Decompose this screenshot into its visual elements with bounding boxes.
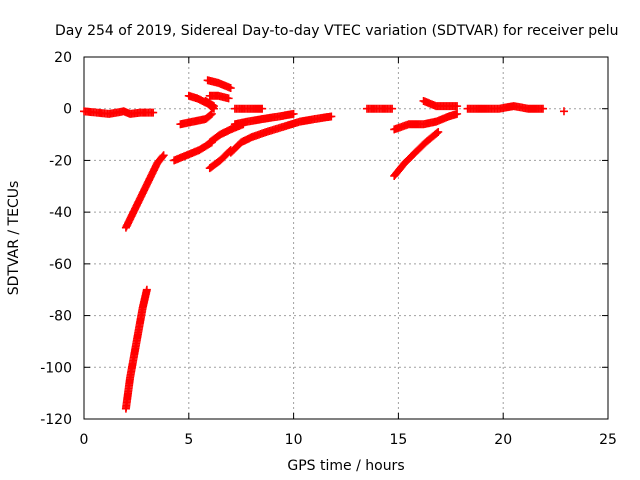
data-point xyxy=(433,128,442,137)
y-tick-label: -60 xyxy=(49,257,72,273)
y-tick-label: -80 xyxy=(49,309,72,325)
series-seg-q xyxy=(390,127,443,180)
y-tick-label: 20 xyxy=(54,50,72,66)
data-point xyxy=(327,112,336,121)
series-seg-m xyxy=(230,109,298,129)
series-seg-b xyxy=(121,151,168,232)
y-tick-label: 0 xyxy=(63,102,72,118)
y-tick-label: -20 xyxy=(49,153,72,169)
series-seg-e xyxy=(176,109,216,129)
data-point xyxy=(434,127,443,136)
chart-title: Day 254 of 2019, Sidereal Day-to-day VTE… xyxy=(55,23,618,39)
data-point xyxy=(453,109,462,118)
data-point xyxy=(289,109,298,118)
x-tick-label: 0 xyxy=(80,432,89,448)
data-point xyxy=(142,285,151,294)
series-seg-h xyxy=(205,91,233,103)
data-point xyxy=(224,94,233,103)
x-tick-label: 15 xyxy=(389,432,407,448)
data-point xyxy=(539,104,548,113)
x-tick-label: 25 xyxy=(599,432,617,448)
x-tick-label: 5 xyxy=(184,432,193,448)
x-tick-label: 10 xyxy=(285,432,303,448)
y-axis-label: SDTVAR / TECUs xyxy=(6,181,22,296)
series-seg-g xyxy=(201,96,218,111)
series-seg-r xyxy=(419,96,462,111)
data-point xyxy=(149,108,158,117)
data-point xyxy=(559,107,568,116)
data-point xyxy=(159,151,168,160)
y-tick-label: -100 xyxy=(40,360,72,376)
data-point xyxy=(226,84,235,93)
data-points xyxy=(80,76,568,413)
series-seg-l xyxy=(230,104,267,113)
series-seg-t xyxy=(559,107,568,116)
series-seg-n xyxy=(226,112,336,157)
data-point xyxy=(258,104,267,113)
data-point xyxy=(207,109,216,118)
series-seg-p xyxy=(390,109,462,134)
x-axis-label: GPS time / hours xyxy=(287,458,404,474)
data-point xyxy=(209,102,218,111)
data-point xyxy=(388,104,397,113)
series-seg-a xyxy=(80,107,158,118)
data-point xyxy=(453,102,462,111)
plot-frame xyxy=(83,56,609,420)
series-seg-c xyxy=(121,285,151,413)
x-tick-label: 20 xyxy=(494,432,512,448)
y-tick-label: -120 xyxy=(40,412,72,428)
series-seg-d xyxy=(170,138,216,165)
series-seg-o xyxy=(362,104,397,113)
data-point xyxy=(158,152,167,161)
y-tick-label: -40 xyxy=(49,205,72,221)
data-point xyxy=(206,110,215,119)
axis-ticks: 0 5 10 15 20 25 20 0 -20 -40 -60 -80 -100 -120 xyxy=(40,50,617,448)
series-seg-s xyxy=(463,102,548,113)
series-seg-i xyxy=(203,76,235,93)
